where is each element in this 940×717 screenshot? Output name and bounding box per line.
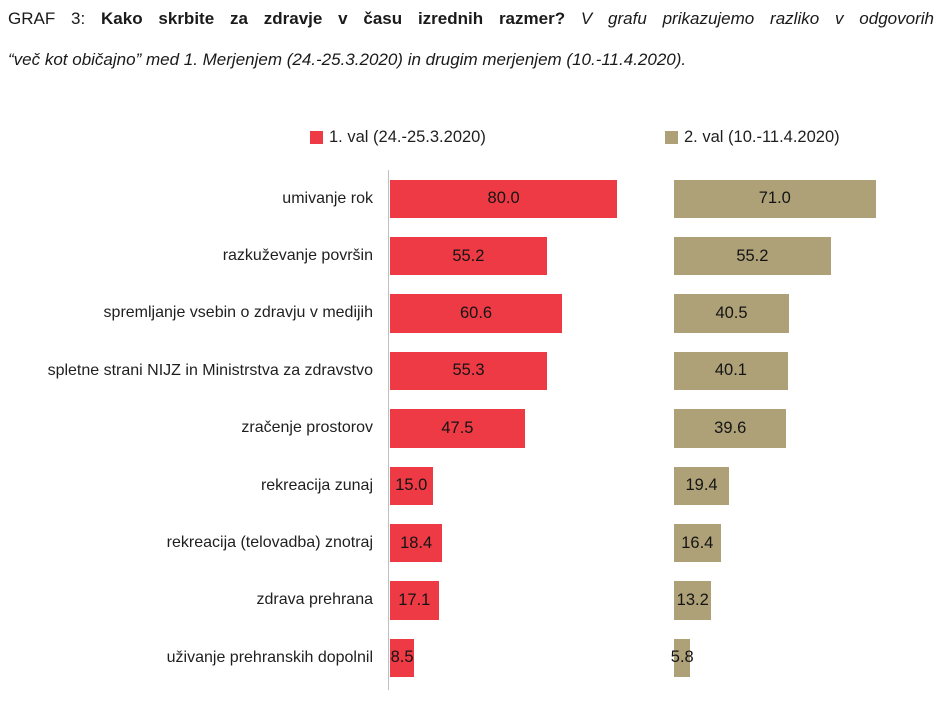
bar-value-label: 80.0 xyxy=(487,189,520,208)
bar-chart: umivanje rok 80.0 71.0 razkuževanje površin… xyxy=(0,170,940,690)
bar-value-label: 71.0 xyxy=(758,189,791,208)
bar-wave2: 16.4 xyxy=(674,523,721,563)
category-label: zračenje prostorov xyxy=(241,419,373,437)
bar-wave2: 39.6 xyxy=(674,409,787,448)
bar-value-label: 8.5 xyxy=(390,648,414,667)
category-label: umivanje rok xyxy=(282,189,373,207)
bar-wave1: 8.5 xyxy=(390,638,415,678)
bar-value-label: 40.1 xyxy=(714,361,747,380)
bar-wave1: 55.3 xyxy=(390,351,548,391)
bar-wave1: 15.0 xyxy=(390,466,433,505)
bar-wave2: 40.5 xyxy=(674,294,790,333)
bar-wave2: 5.8 xyxy=(671,638,694,678)
bar-value-label: 16.4 xyxy=(681,533,714,552)
bar-value-label: 18.4 xyxy=(400,533,433,552)
legend-item-wave1: 1. val (24.-25.3.2020) xyxy=(310,128,486,147)
bar-value-label: 55.3 xyxy=(452,361,485,380)
bar-value-label: 5.8 xyxy=(670,648,694,667)
legend-item-wave2: 2. val (10.-11.4.2020) xyxy=(665,128,840,147)
bar-wave2: 19.4 xyxy=(674,466,730,505)
bar-wave2: 71.0 xyxy=(674,179,876,218)
y-axis-line xyxy=(388,170,389,690)
chart-row: rekreacija (telovadba) znotraj 18.4 16.4 xyxy=(0,514,940,571)
chart-row: umivanje rok 80.0 71.0 xyxy=(0,170,940,227)
chart-row: spletne strani NIJZ in Ministrstva za zd… xyxy=(0,342,940,399)
bar-value-label: 13.2 xyxy=(676,591,709,610)
bar-wave1: 80.0 xyxy=(390,179,618,218)
bar-wave2: 55.2 xyxy=(674,236,831,276)
category-label: razkuževanje površin xyxy=(222,247,373,265)
legend-label-wave2: 2. val (10.-11.4.2020) xyxy=(684,128,840,146)
bar-value-label: 39.6 xyxy=(714,418,747,437)
category-label: rekreacija (telovadba) znotraj xyxy=(166,534,373,552)
chart-row: rekreacija zunaj 15.0 19.4 xyxy=(0,457,940,514)
bar-wave1: 55.2 xyxy=(390,236,547,276)
chart-title: GRAF 3: Kako skrbite za zdravje v času i… xyxy=(8,6,934,73)
bar-wave1: 17.1 xyxy=(390,581,439,620)
title-subtitle-part1: V grafu prikazujemo razliko v odgovorih xyxy=(580,9,934,28)
title-subtitle-part2: “več kot običajno” med 1. Merjenjem (24.… xyxy=(8,50,687,69)
bar-value-label: 19.4 xyxy=(685,476,718,495)
bar-value-label: 47.5 xyxy=(441,418,474,437)
category-label: uživanje prehranskih dopolnil xyxy=(166,648,373,666)
bar-value-label: 55.2 xyxy=(736,246,769,265)
bar-wave1: 18.4 xyxy=(390,523,443,563)
title-line-1: GRAF 3: Kako skrbite za zdravje v času i… xyxy=(8,6,934,32)
title-question: Kako skrbite za zdravje v času izrednih … xyxy=(101,9,581,28)
category-label: rekreacija zunaj xyxy=(260,476,373,494)
chart-row: zračenje prostorov 47.5 39.6 xyxy=(0,400,940,457)
chart-row: spremljanje vsebin o zdravju v medijih 60… xyxy=(0,285,940,342)
bar-wave2: 40.1 xyxy=(674,351,788,391)
category-label: spremljanje vsebin o zdravju v medijih xyxy=(103,304,373,322)
bar-value-label: 55.2 xyxy=(452,246,485,265)
legend-label-wave1: 1. val (24.-25.3.2020) xyxy=(329,128,486,146)
bar-value-label: 17.1 xyxy=(398,591,431,610)
category-label: spletne strani NIJZ in Ministrstva za zd… xyxy=(47,361,373,379)
legend-swatch-wave2-icon xyxy=(665,131,678,144)
bar-value-label: 15.0 xyxy=(395,476,428,495)
category-label: zdrava prehrana xyxy=(256,591,373,609)
title-prefix: GRAF 3: xyxy=(8,9,102,28)
chart-row: razkuževanje površin 55.2 55.2 xyxy=(0,227,940,284)
bar-wave1: 47.5 xyxy=(390,409,525,448)
bar-wave2: 13.2 xyxy=(674,581,712,620)
bar-value-label: 40.5 xyxy=(715,304,748,323)
legend-swatch-wave1-icon xyxy=(310,131,323,144)
chart-row: zdrava prehrana 17.1 13.2 xyxy=(0,572,940,629)
bar-value-label: 60.6 xyxy=(459,304,493,323)
bar-wave1: 60.6 xyxy=(390,294,563,333)
chart-row: uživanje prehranskih dopolnil 8.5 5.8 xyxy=(0,629,940,686)
